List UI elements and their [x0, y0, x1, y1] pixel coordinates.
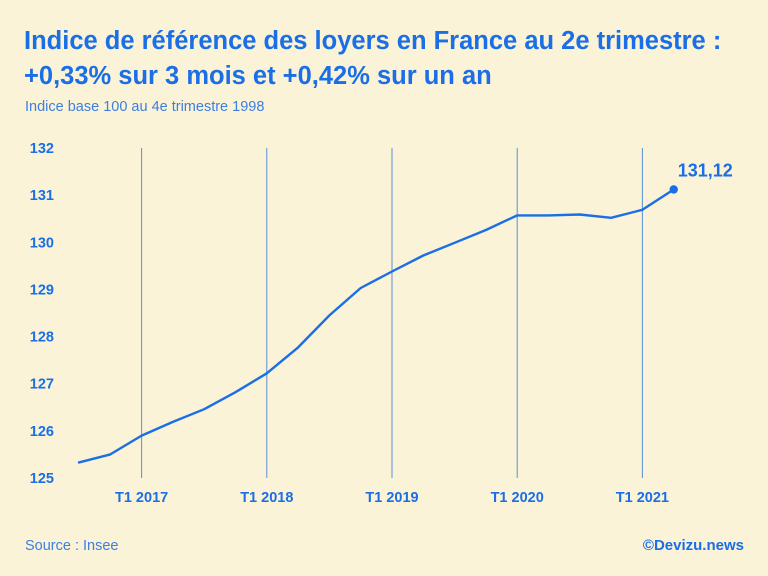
series-line — [77, 188, 675, 464]
end-value-label: 131,12 — [678, 160, 733, 180]
source-note: Source : Insee — [25, 538, 119, 554]
y-tick-label: 131 — [30, 188, 54, 204]
y-tick-label: 128 — [30, 330, 54, 346]
end-point-marker — [669, 185, 678, 194]
y-tick-label: 125 — [30, 471, 54, 487]
y-tick-label: 127 — [30, 377, 54, 393]
x-tick-label: T1 2018 — [240, 490, 293, 506]
chart-subtitle: Indice base 100 au 4e trimestre 1998 — [25, 99, 265, 115]
y-tick-label: 126 — [30, 424, 54, 440]
y-tick-label: 132 — [30, 141, 54, 157]
chart-title: Indice de référence des loyers en France… — [24, 27, 722, 90]
credit-note: ©Devizu.news — [642, 537, 744, 554]
x-tick-label: T1 2017 — [115, 490, 168, 506]
y-tick-label: 130 — [30, 235, 54, 251]
y-tick-label: 129 — [30, 282, 54, 298]
x-tick-label: T1 2020 — [491, 490, 544, 506]
x-tick-label: T1 2021 — [616, 490, 669, 506]
x-tick-label: T1 2019 — [365, 490, 418, 506]
